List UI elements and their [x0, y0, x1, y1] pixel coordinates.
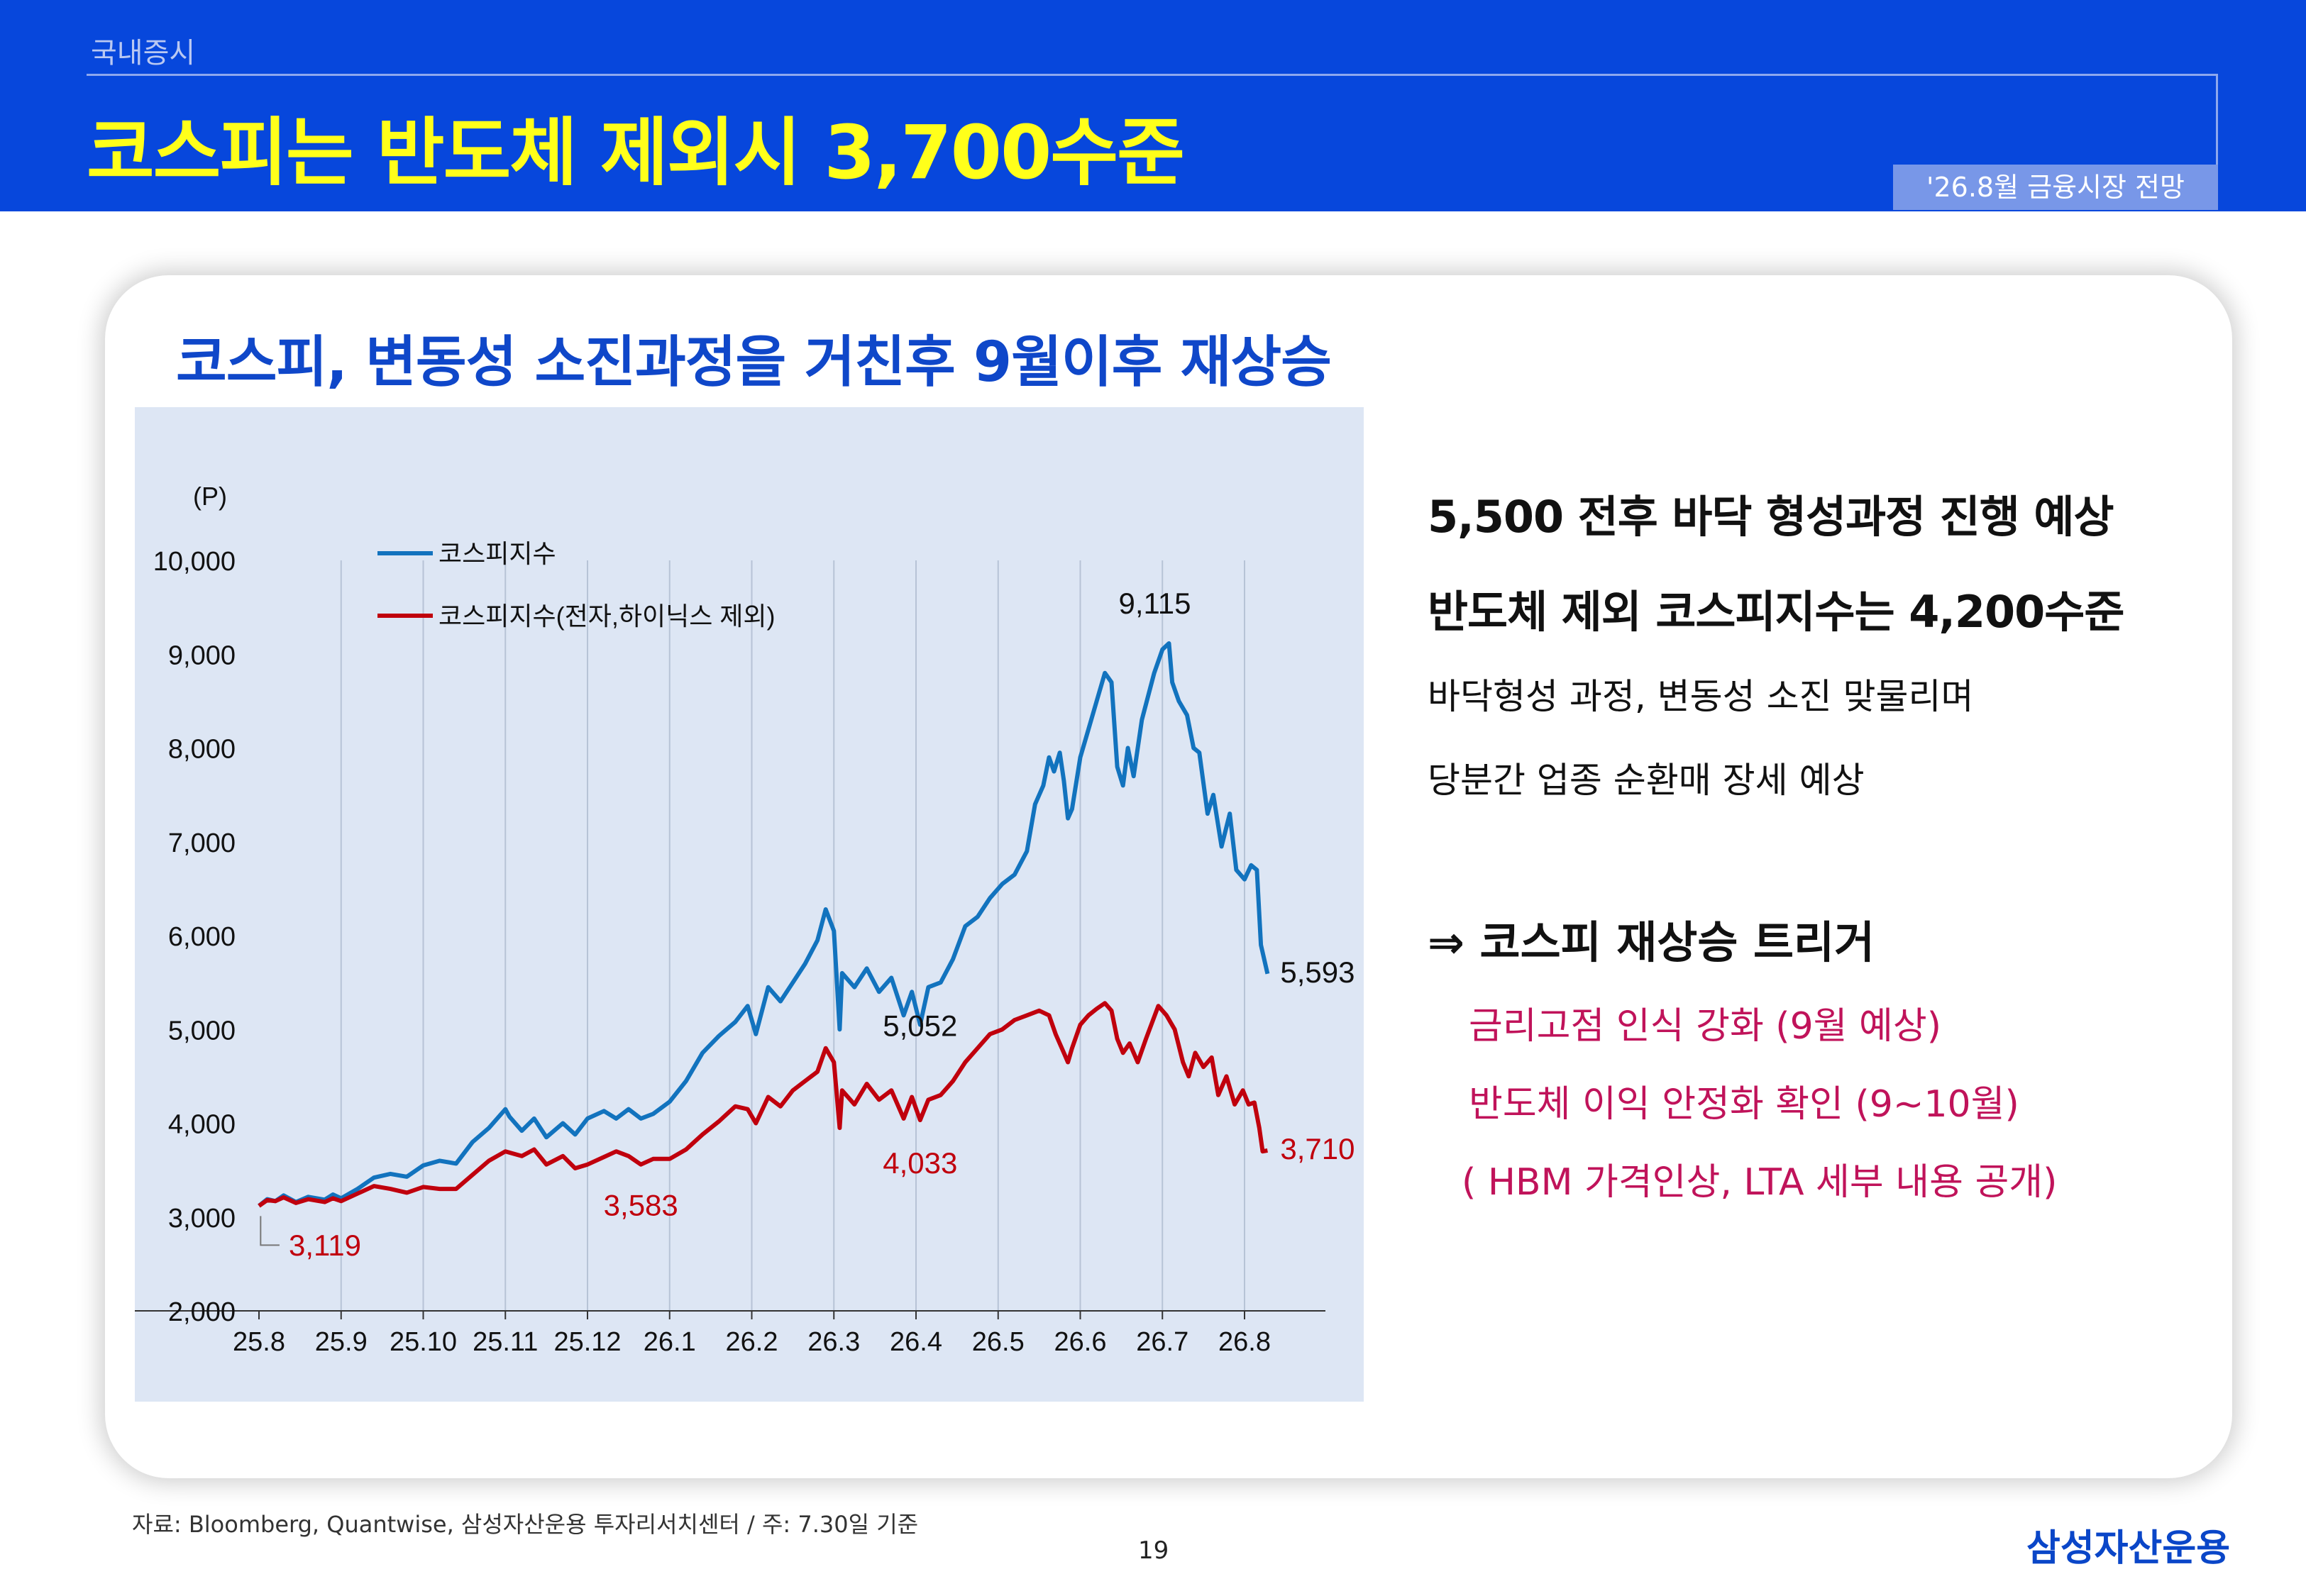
chart-panel: [135, 407, 1364, 1402]
x-tick-label: 25.11: [473, 1327, 538, 1357]
x-tick-label: 25.8: [233, 1327, 285, 1357]
chart-gridlines: [340, 560, 1245, 1311]
headline-bottom-forecast: 5,500 전후 바닥 형성과정 진행 예상: [1428, 491, 2114, 543]
y-tick-label: 6,000: [168, 922, 236, 952]
kospi-line-chart: 2,000 3,000 4,000 5,000 6,000 7,000 8,000 9,000…: [135, 482, 1355, 1357]
y-tick-label: 4,000: [168, 1110, 236, 1140]
section-label: 국내증시: [91, 37, 196, 70]
data-label: 3,710: [1280, 1132, 1355, 1165]
brand-logo: 삼성자산운용: [2026, 1527, 2231, 1570]
series-line-kospi-ex-semis: [258, 1001, 1268, 1208]
start-label-leader: [260, 1216, 280, 1246]
chart-series: [258, 641, 1270, 1208]
page-title: 코스피는 반도체 제외시 3,700수준: [87, 109, 1185, 196]
body-line-1: 바닥형성 과정, 변동성 소진 맞물리며: [1428, 676, 1974, 717]
x-tick-label: 26.8: [1218, 1327, 1271, 1357]
page-number: 19: [1138, 1536, 1169, 1565]
x-tick-label: 26.6: [1054, 1327, 1107, 1357]
y-unit-label: (P): [193, 482, 227, 511]
x-tick-label: 26.1: [644, 1327, 696, 1357]
x-tick-label: 26.5: [972, 1327, 1025, 1357]
data-label: 3,119: [289, 1229, 361, 1262]
headline-ex-semiconductor: 반도체 제외 코스피지수는 4,200수준: [1428, 586, 2124, 638]
trigger-item-1: 금리고점 인식 강화 (9월 예상): [1469, 1005, 1942, 1048]
outlook-badge: '26.8월 금융시장 전망: [1893, 165, 2218, 210]
chart-data-labels: 3,119 3,583 4,033 5,052 9,115 5,593 3,710: [260, 587, 1355, 1262]
y-tick-label: 5,000: [168, 1016, 236, 1046]
source-note: 자료: Bloomberg, Quantwise, 삼성자산운용 투자리서치센터…: [132, 1511, 919, 1538]
y-tick-label: 9,000: [168, 641, 236, 670]
legend-label: 코스피지수: [438, 539, 556, 568]
body-line-2: 당분간 업종 순환매 장세 예상: [1428, 760, 1865, 801]
legend-label: 코스피지수(전자,하이닉스 제외): [438, 602, 776, 631]
x-tick-label: 25.10: [390, 1327, 457, 1357]
data-label: 5,593: [1280, 955, 1355, 989]
header-divider: [87, 74, 2218, 76]
y-tick-label: 2,000: [168, 1297, 236, 1327]
header-divider-vertical: [2216, 74, 2218, 166]
x-tick-label: 26.7: [1136, 1327, 1188, 1357]
x-tick-label: 25.12: [553, 1327, 621, 1357]
y-tick-label: 7,000: [168, 829, 236, 858]
x-tick-label: 26.2: [726, 1327, 778, 1357]
x-tick-label: 26.3: [807, 1327, 860, 1357]
data-label: 9,115: [1119, 587, 1191, 620]
trigger-item-3: ( HBM 가격인상, LTA 세부 내용 공개): [1462, 1161, 2058, 1204]
y-tick-label: 10,000: [153, 547, 236, 577]
series-line-kospi: [258, 641, 1270, 1208]
y-tick-label: 8,000: [168, 735, 236, 765]
chart-axes: 2,000 3,000 4,000 5,000 6,000 7,000 8,000 9,000…: [135, 482, 1325, 1357]
data-label: 3,583: [604, 1189, 678, 1222]
data-label: 4,033: [883, 1146, 957, 1180]
data-label: 5,052: [883, 1009, 957, 1043]
y-tick-label: 3,000: [168, 1204, 236, 1234]
trigger-item-2: 반도체 이익 안정화 확인 (9~10월): [1469, 1083, 2019, 1126]
x-tick-label: 26.4: [890, 1327, 942, 1357]
x-tick-label: 25.9: [315, 1327, 368, 1357]
chart-title: 코스피, 변동성 소진과정을 거친후 9월이후 재상승: [176, 331, 1332, 394]
trigger-title: ⇒ 코스피 재상승 트리거: [1428, 916, 1875, 968]
